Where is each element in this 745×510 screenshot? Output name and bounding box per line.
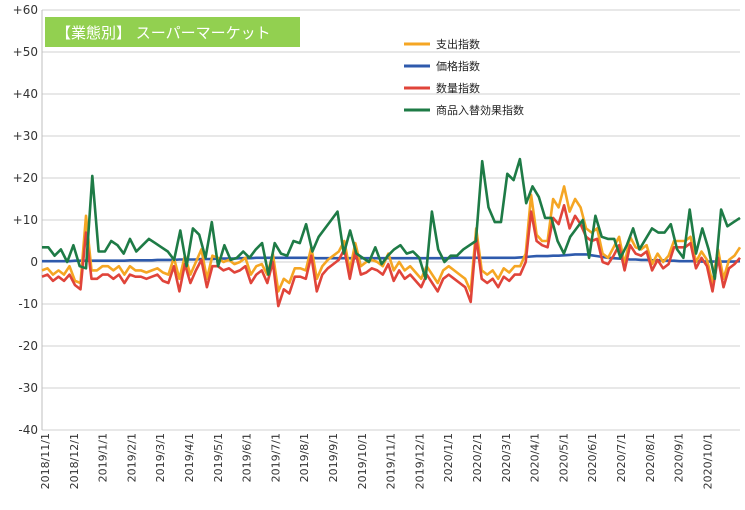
legend-label: 商品入替効果指数 bbox=[436, 103, 524, 117]
y-tick-label: -30 bbox=[18, 381, 38, 395]
series-line-3 bbox=[42, 157, 741, 281]
y-tick-label: +50 bbox=[13, 45, 38, 59]
y-tick-label: +20 bbox=[13, 171, 38, 185]
x-tick-label: 2019/7/1 bbox=[269, 433, 282, 482]
chart-title: 【業態別】 スーパーマーケット bbox=[45, 17, 300, 47]
x-axis-ticks: 2018/11/1 2018/12/1 2019/1/1 2019/2/1 2019/3… bbox=[39, 433, 714, 489]
x-tick-label: 2019/10/1 bbox=[356, 433, 369, 489]
y-tick-label: +10 bbox=[13, 213, 38, 227]
series-line-2 bbox=[41, 204, 741, 308]
x-tick-label: 2020/10/1 bbox=[701, 433, 714, 489]
x-tick-label: 2019/11/1 bbox=[385, 433, 398, 489]
x-tick-label: 2019/6/1 bbox=[241, 433, 254, 482]
chart-title-text: 【業態別】 スーパーマーケット bbox=[56, 24, 271, 42]
x-tick-label: 2018/11/1 bbox=[39, 433, 52, 489]
y-tick-label: +40 bbox=[13, 87, 38, 101]
x-tick-label: 2020/7/1 bbox=[615, 433, 628, 482]
legend-label: 数量指数 bbox=[436, 81, 480, 95]
y-tick-label: -40 bbox=[18, 423, 38, 437]
x-tick-label: 2018/12/1 bbox=[68, 433, 81, 489]
x-tick-label: 2020/9/1 bbox=[673, 433, 686, 482]
y-tick-label: +30 bbox=[13, 129, 38, 143]
x-tick-label: 2019/8/1 bbox=[298, 433, 311, 482]
grid-lines bbox=[41, 9, 740, 431]
y-tick-label: 0 bbox=[30, 255, 38, 269]
series-line-0 bbox=[41, 185, 742, 293]
x-tick-label: 2019/1/1 bbox=[97, 433, 110, 482]
x-tick-label: 2019/12/1 bbox=[413, 433, 426, 489]
y-tick-label: -20 bbox=[18, 339, 38, 353]
x-tick-label: 2020/8/1 bbox=[644, 433, 657, 482]
x-tick-label: 2019/3/1 bbox=[154, 433, 167, 482]
x-tick-label: 2020/5/1 bbox=[557, 433, 570, 482]
legend-label: 支出指数 bbox=[436, 37, 480, 51]
y-tick-label: -10 bbox=[18, 297, 38, 311]
x-tick-label: 2020/1/1 bbox=[442, 433, 455, 482]
x-tick-label: 2020/2/1 bbox=[471, 433, 484, 482]
x-tick-label: 2019/2/1 bbox=[125, 433, 138, 482]
series-lines bbox=[41, 157, 742, 308]
x-tick-label: 2019/4/1 bbox=[183, 433, 196, 482]
x-tick-label: 2020/6/1 bbox=[586, 433, 599, 482]
x-tick-label: 2020/3/1 bbox=[500, 433, 513, 482]
chart-title-background bbox=[45, 17, 300, 47]
y-tick-label: +60 bbox=[13, 3, 38, 17]
x-tick-label: 2019/5/1 bbox=[212, 433, 225, 482]
y-axis-ticks: +60 +50 +40 +30 +20 +10 0 -10 -20 -30 -40 bbox=[13, 3, 38, 437]
x-tick-label: 2020/4/1 bbox=[529, 433, 542, 482]
legend-label: 価格指数 bbox=[436, 59, 480, 73]
x-tick-label: 2019/9/1 bbox=[327, 433, 340, 482]
